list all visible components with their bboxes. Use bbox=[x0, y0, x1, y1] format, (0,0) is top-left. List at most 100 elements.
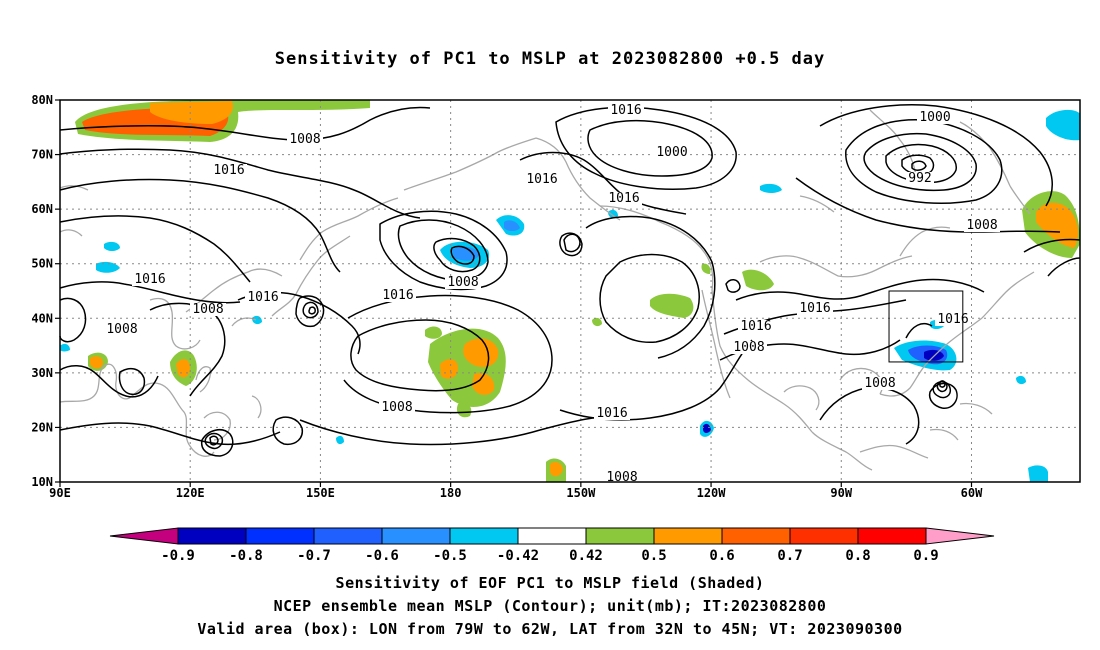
contour-label: 1008 bbox=[381, 400, 412, 415]
contour-label: 1008 bbox=[447, 275, 478, 290]
mslp-contour bbox=[350, 319, 490, 392]
mslp-contour bbox=[295, 295, 325, 328]
contour-label: 1016 bbox=[740, 319, 771, 334]
colorbar-label: 0.6 bbox=[709, 548, 734, 564]
caption-line-1: Sensitivity of EOF PC1 to MSLP field (Sh… bbox=[335, 574, 765, 592]
mslp-contour bbox=[555, 106, 737, 190]
contour-label-bg bbox=[797, 302, 833, 315]
lat-tick-label: 30N bbox=[31, 366, 53, 380]
coastline bbox=[981, 271, 1035, 319]
colorbar-swatch bbox=[313, 527, 383, 545]
mslp-contour bbox=[901, 154, 935, 176]
mslp-contour bbox=[795, 177, 1061, 233]
colorbar-swatch bbox=[517, 527, 587, 545]
contour-label: 1008 bbox=[192, 302, 223, 317]
contour-label-bg bbox=[594, 407, 630, 420]
shading-patch bbox=[452, 246, 480, 261]
contour-label-bg bbox=[731, 341, 767, 354]
mslp-contour bbox=[209, 435, 219, 446]
colorbar-label: -0.7 bbox=[297, 548, 331, 564]
mslp-contour bbox=[928, 382, 958, 409]
lat-tick-label: 10N bbox=[31, 475, 53, 489]
mslp-contour bbox=[397, 219, 489, 281]
caption-line-2: NCEP ensemble mean MSLP (Contour); unit(… bbox=[273, 597, 827, 615]
coastline bbox=[799, 195, 835, 213]
contour-label: 1000 bbox=[919, 110, 950, 125]
colorbar-label: 0.8 bbox=[845, 548, 870, 564]
coastline bbox=[701, 289, 731, 399]
contour-label-bg bbox=[445, 276, 481, 289]
mslp-contour bbox=[59, 106, 431, 141]
mslp-contour bbox=[59, 297, 87, 343]
lat-lon-grid bbox=[60, 100, 1080, 482]
colorbar-label: -0.42 bbox=[497, 548, 539, 564]
mslp-contour bbox=[59, 281, 241, 304]
contour-label-bg bbox=[964, 219, 1000, 232]
shading-patch bbox=[104, 241, 120, 251]
lat-tick-label: 80N bbox=[31, 93, 53, 107]
mslp-contour bbox=[379, 210, 508, 291]
contour-label: 1008 bbox=[289, 132, 320, 147]
lon-tick-label: 180 bbox=[440, 486, 462, 500]
coastline bbox=[251, 395, 262, 419]
coastline bbox=[271, 235, 351, 317]
contour-label: 992 bbox=[908, 171, 931, 186]
mslp-contour bbox=[59, 148, 421, 219]
contour-label: 1016 bbox=[596, 406, 627, 421]
contour-label-bg bbox=[104, 323, 140, 336]
shading-patch bbox=[701, 263, 711, 274]
contour-label: 1016 bbox=[382, 288, 413, 303]
mslp-contour bbox=[585, 215, 716, 359]
lat-tick-label: 20N bbox=[31, 420, 53, 434]
contour-label: 1016 bbox=[937, 312, 968, 327]
contour-label-bg bbox=[132, 273, 168, 286]
contour-label: 1008 bbox=[966, 218, 997, 233]
shading-patch bbox=[1036, 202, 1079, 248]
contour-label: 1008 bbox=[864, 376, 895, 391]
contour-label-bg bbox=[862, 377, 898, 390]
shading-patch bbox=[456, 402, 472, 418]
lat-tick-label: 40N bbox=[31, 311, 53, 325]
mslp-contour bbox=[599, 253, 700, 344]
mslp-contour bbox=[59, 365, 159, 398]
contour-label-bg bbox=[906, 172, 934, 185]
colorbar-min-triangle bbox=[109, 527, 179, 545]
contour-label: 1016 bbox=[134, 272, 165, 287]
contour-label-bg bbox=[211, 164, 247, 177]
colorbar-swatch bbox=[177, 527, 247, 545]
colorbar-label: 0.42 bbox=[569, 548, 603, 564]
colorbar-swatch bbox=[381, 527, 451, 545]
coastline bbox=[837, 255, 913, 278]
mslp-contours bbox=[59, 104, 1081, 457]
mslp-contour bbox=[59, 178, 341, 273]
shading-patch bbox=[760, 183, 782, 193]
coastline bbox=[1009, 185, 1031, 215]
colorbar-swatch bbox=[245, 527, 315, 545]
contour-label: 1016 bbox=[799, 301, 830, 316]
shading-patch bbox=[650, 293, 694, 318]
contour-label-bg bbox=[935, 313, 971, 326]
coastline bbox=[783, 385, 820, 411]
contour-label-bg bbox=[608, 104, 644, 117]
contour-label-bg bbox=[738, 320, 774, 333]
lon-tick-label: 150W bbox=[566, 486, 596, 500]
shading-patch bbox=[592, 317, 602, 327]
contour-label: 1016 bbox=[213, 163, 244, 178]
coastline bbox=[929, 428, 959, 441]
coastline bbox=[535, 137, 621, 221]
colorbar-label: -0.8 bbox=[229, 548, 263, 564]
mslp-contour bbox=[59, 422, 281, 446]
contour-label-bg bbox=[524, 173, 560, 186]
mslp-contour bbox=[59, 215, 251, 283]
coastline bbox=[959, 402, 993, 415]
mslp-contour bbox=[299, 414, 631, 446]
mslp-contour bbox=[939, 380, 946, 388]
contour-label-bg bbox=[190, 303, 226, 316]
contour-label: 1016 bbox=[247, 290, 278, 305]
mslp-contour bbox=[204, 432, 224, 450]
coastline bbox=[959, 121, 1011, 187]
contour-label: 1008 bbox=[733, 340, 764, 355]
shading-patch bbox=[742, 269, 774, 291]
coastline bbox=[299, 197, 399, 261]
colorbar-label: -0.6 bbox=[365, 548, 399, 564]
